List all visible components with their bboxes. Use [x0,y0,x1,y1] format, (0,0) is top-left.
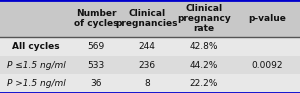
Text: P ≤1.5 ng/ml: P ≤1.5 ng/ml [7,61,65,70]
Text: 22.2%: 22.2% [190,79,218,88]
Text: 569: 569 [87,42,105,51]
Text: 244: 244 [139,42,155,51]
Text: Clinical
pregnancies: Clinical pregnancies [116,9,178,28]
Text: 44.2%: 44.2% [190,61,218,70]
Bar [0,56,300,74]
Text: 42.8%: 42.8% [190,42,218,51]
Bar [0,74,300,93]
Text: Clinical
pregnancy
rate: Clinical pregnancy rate [177,4,231,33]
Text: p-value: p-value [248,14,286,23]
Bar [0,0,300,37]
Text: 236: 236 [138,61,156,70]
Text: All cycles: All cycles [12,42,60,51]
Text: Number
of cycles: Number of cycles [74,9,118,28]
Text: 36: 36 [90,79,102,88]
Bar [0,37,300,56]
Text: 8: 8 [144,79,150,88]
Text: 0.0092: 0.0092 [251,61,283,70]
Text: 533: 533 [87,61,105,70]
Text: P >1.5 ng/ml: P >1.5 ng/ml [7,79,65,88]
